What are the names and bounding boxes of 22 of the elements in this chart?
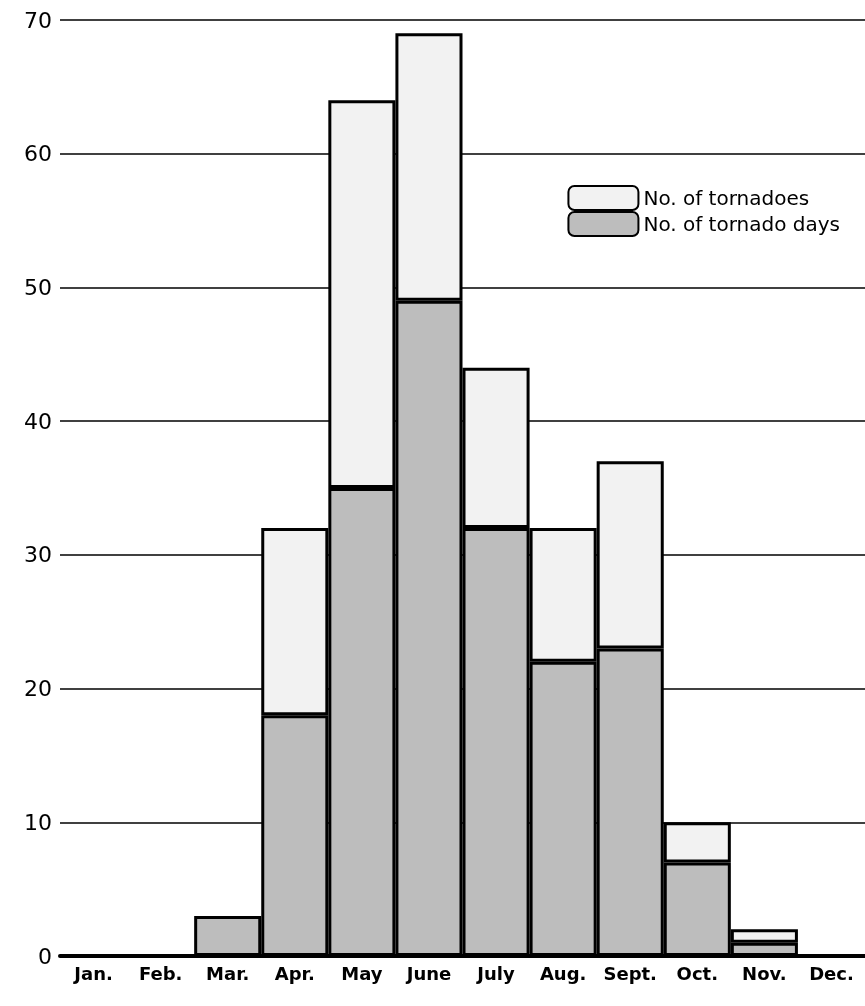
y-tick-label: 40	[24, 408, 52, 434]
y-tick-label: 20	[24, 676, 52, 702]
x-tick-label: Dec.	[809, 962, 854, 984]
x-tick-label: July	[475, 962, 516, 984]
x-tick-label: May	[341, 962, 383, 984]
x-tick-label: Oct.	[676, 962, 718, 984]
y-tick-label: 0	[38, 943, 52, 969]
x-tick-label: Apr.	[274, 962, 315, 984]
x-tick-label: Mar.	[206, 962, 250, 984]
x-tick-label: Jan.	[72, 962, 113, 984]
x-tick-label: Sept.	[603, 962, 657, 984]
y-tick-label: 70	[24, 7, 52, 33]
y-tick-label: 50	[24, 274, 52, 300]
x-tick-label: Aug.	[539, 962, 587, 984]
x-tick-label: June	[404, 962, 452, 984]
y-tick-label: 30	[24, 542, 52, 568]
x-tick-label: Feb.	[138, 962, 183, 984]
legend-label: No. of tornadoes	[643, 186, 810, 210]
legend-label: No. of tornado days	[643, 212, 841, 236]
x-tick-label: Nov.	[742, 962, 787, 984]
y-tick-label: 60	[24, 141, 52, 167]
y-tick-label: 10	[24, 809, 52, 835]
